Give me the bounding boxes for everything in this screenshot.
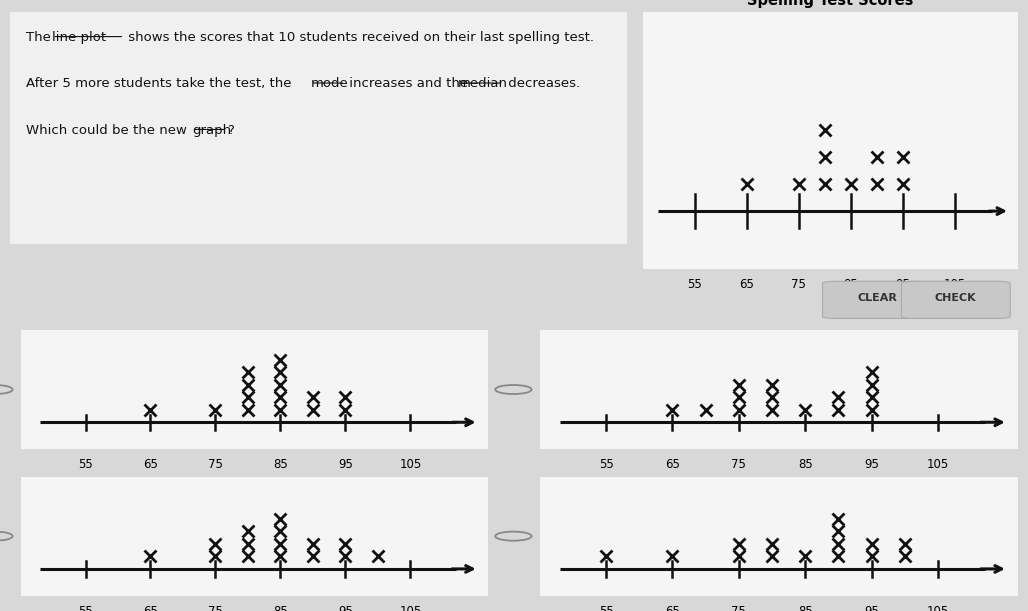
Text: After 5 more students take the test, the: After 5 more students take the test, the: [26, 77, 295, 90]
Text: increases and the: increases and the: [345, 77, 473, 90]
Text: shows the scores that 10 students received on their last spelling test.: shows the scores that 10 students receiv…: [124, 31, 594, 44]
Text: graph: graph: [192, 123, 231, 137]
Text: The: The: [26, 31, 54, 44]
Text: decreases.: decreases.: [504, 77, 580, 90]
Text: mode: mode: [310, 77, 348, 90]
Title: Spelling Test Scores: Spelling Test Scores: [747, 0, 913, 9]
Text: CHECK: CHECK: [935, 293, 977, 304]
Text: median: median: [458, 77, 508, 90]
FancyBboxPatch shape: [902, 281, 1011, 318]
FancyBboxPatch shape: [822, 281, 931, 318]
Text: ?: ?: [227, 123, 234, 137]
Text: CLEAR: CLEAR: [857, 293, 897, 304]
Text: Which could be the new: Which could be the new: [26, 123, 191, 137]
Text: line plot: line plot: [52, 31, 106, 44]
